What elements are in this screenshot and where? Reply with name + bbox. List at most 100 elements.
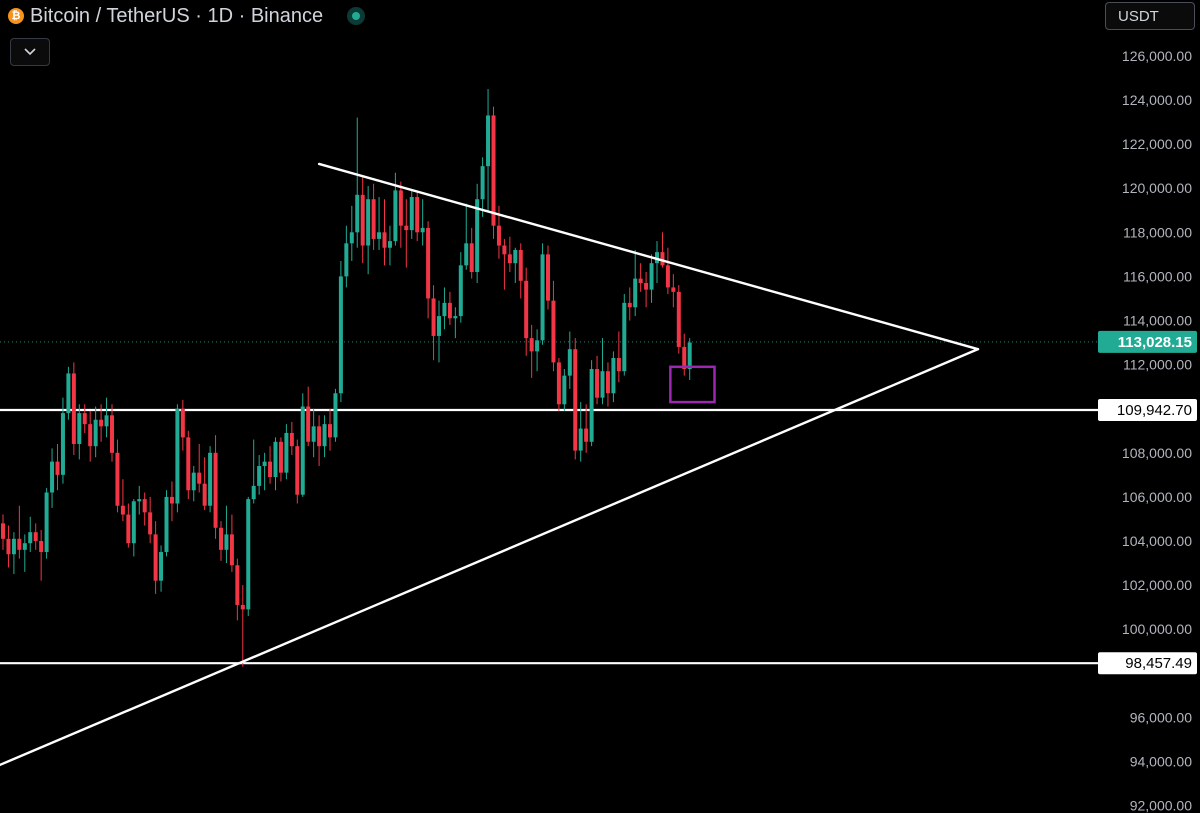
candle-59[interactable] — [322, 415, 327, 458]
candle-58[interactable] — [317, 415, 322, 467]
candle-101[interactable] — [551, 280, 556, 372]
candle-39[interactable] — [213, 435, 218, 539]
candle-109[interactable] — [595, 355, 600, 405]
candle-103[interactable] — [562, 369, 567, 411]
candle-113[interactable] — [616, 331, 621, 383]
market-open-dot-icon[interactable] — [347, 7, 366, 25]
candle-54[interactable] — [295, 439, 300, 504]
candle-102[interactable] — [556, 357, 561, 411]
candle-88[interactable] — [480, 157, 485, 217]
candle-23[interactable] — [126, 503, 131, 548]
candle-86[interactable] — [469, 227, 474, 279]
candle-19[interactable] — [104, 397, 109, 438]
candle-34[interactable] — [186, 430, 191, 500]
candle-22[interactable] — [120, 479, 125, 522]
candle-68[interactable] — [371, 183, 376, 250]
candle-81[interactable] — [442, 287, 447, 330]
candle-122[interactable] — [665, 247, 670, 295]
candle-118[interactable] — [644, 271, 649, 308]
candle-112[interactable] — [611, 351, 616, 403]
candle-117[interactable] — [638, 263, 643, 292]
candle-14[interactable] — [77, 404, 82, 460]
candle-120[interactable] — [655, 241, 659, 284]
candle-76[interactable] — [415, 192, 420, 242]
candle-37[interactable] — [202, 457, 207, 511]
candle-75[interactable] — [409, 190, 414, 239]
candle-66[interactable] — [360, 177, 365, 264]
candle-49[interactable] — [268, 446, 273, 484]
candle-20[interactable] — [110, 404, 114, 462]
candle-33[interactable] — [180, 399, 185, 451]
candle-79[interactable] — [431, 285, 436, 361]
candle-27[interactable] — [148, 496, 153, 544]
candle-114[interactable] — [622, 294, 627, 376]
candle-106[interactable] — [578, 402, 583, 462]
currency-selector[interactable]: USDT — [1105, 2, 1195, 30]
candle-70[interactable] — [382, 199, 387, 266]
candle-5[interactable] — [28, 516, 33, 553]
candle-80[interactable] — [437, 300, 441, 363]
candle-116[interactable] — [633, 249, 638, 317]
candle-42[interactable] — [229, 514, 234, 572]
candle-82[interactable] — [447, 291, 452, 325]
candle-69[interactable] — [377, 197, 382, 250]
candle-95[interactable] — [518, 243, 523, 299]
candle-53[interactable] — [289, 421, 294, 456]
candle-40[interactable] — [219, 521, 223, 561]
candle-60[interactable] — [328, 408, 332, 451]
candle-119[interactable] — [649, 254, 654, 303]
candle-72[interactable] — [393, 172, 398, 246]
candle-1[interactable] — [6, 525, 11, 568]
candle-99[interactable] — [540, 243, 545, 345]
candle-73[interactable] — [398, 181, 403, 248]
trendline-1[interactable] — [0, 347, 980, 767]
candle-45[interactable] — [246, 496, 251, 616]
candle-62[interactable] — [338, 260, 343, 403]
candle-124[interactable] — [676, 285, 681, 354]
candle-115[interactable] — [627, 287, 632, 321]
candle-21[interactable] — [115, 439, 120, 513]
candle-24[interactable] — [131, 499, 136, 557]
candle-126[interactable] — [687, 338, 692, 381]
candle-13[interactable] — [71, 362, 76, 456]
candle-83[interactable] — [453, 307, 458, 339]
candle-92[interactable] — [502, 238, 507, 290]
trendline-0[interactable] — [317, 162, 980, 351]
candle-26[interactable] — [142, 492, 147, 526]
candle-4[interactable] — [22, 534, 27, 572]
candle-0[interactable] — [1, 514, 5, 550]
candle-3[interactable] — [17, 505, 22, 559]
candle-46[interactable] — [251, 439, 256, 504]
candle-11[interactable] — [60, 397, 65, 484]
candle-6[interactable] — [33, 523, 38, 550]
candle-55[interactable] — [300, 393, 305, 497]
candle-64[interactable] — [349, 205, 354, 261]
candle-29[interactable] — [159, 545, 164, 592]
candle-107[interactable] — [584, 404, 589, 453]
candle-8[interactable] — [44, 488, 49, 559]
candle-89[interactable] — [486, 88, 491, 213]
candle-110[interactable] — [600, 338, 605, 405]
candle-15[interactable] — [82, 404, 87, 433]
highlight-box[interactable] — [669, 365, 716, 404]
candle-96[interactable] — [524, 267, 529, 356]
candle-90[interactable] — [491, 106, 496, 239]
candle-111[interactable] — [605, 362, 610, 407]
candle-17[interactable] — [93, 406, 98, 458]
candle-84[interactable] — [458, 252, 463, 323]
candle-30[interactable] — [164, 490, 169, 557]
candle-93[interactable] — [507, 236, 512, 272]
candle-121[interactable] — [660, 232, 665, 268]
candle-67[interactable] — [366, 185, 371, 275]
candle-74[interactable] — [404, 199, 409, 268]
candle-12[interactable] — [66, 366, 71, 420]
candle-105[interactable] — [573, 338, 578, 460]
candle-87[interactable] — [475, 183, 480, 284]
candle-36[interactable] — [197, 443, 202, 493]
candle-104[interactable] — [567, 331, 572, 389]
candle-78[interactable] — [426, 221, 431, 319]
candle-57[interactable] — [311, 408, 316, 458]
candle-61[interactable] — [333, 388, 338, 442]
candle-98[interactable] — [535, 329, 540, 372]
